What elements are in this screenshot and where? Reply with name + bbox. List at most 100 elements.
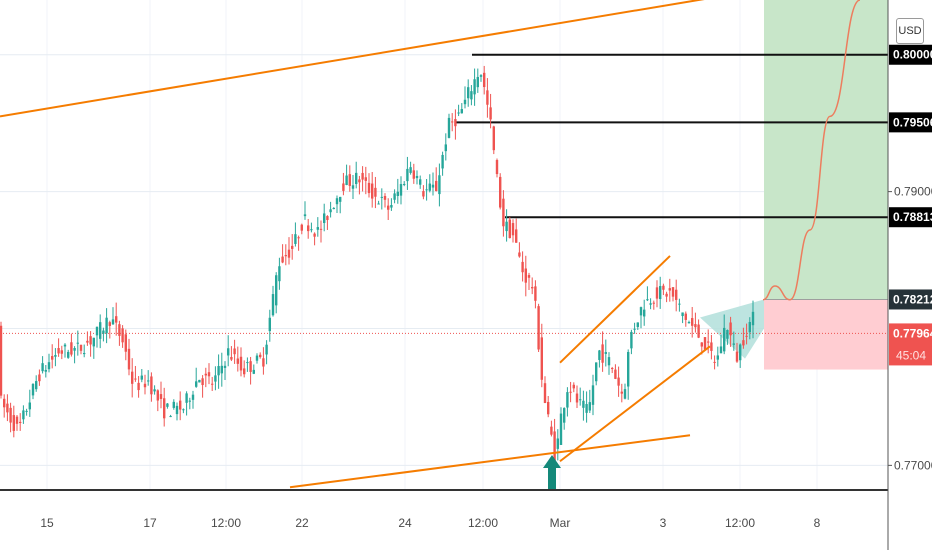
candle-body	[73, 348, 76, 351]
candle-body	[230, 356, 233, 360]
candle-body	[140, 375, 143, 380]
candle-body	[547, 401, 550, 415]
candle-body	[297, 237, 300, 239]
candle-body	[467, 87, 470, 99]
candle-body	[662, 285, 665, 290]
x-tick-label: 12:00	[468, 516, 498, 530]
price-tag	[889, 207, 932, 228]
candle-body	[355, 172, 358, 185]
candle-body	[156, 390, 159, 401]
currency-button[interactable]: USD	[896, 18, 924, 44]
candle-body	[742, 340, 745, 346]
candle-body	[6, 403, 9, 413]
candle-body	[428, 183, 431, 191]
candle-body	[118, 324, 121, 336]
candle-body	[668, 288, 671, 291]
candle-body	[313, 233, 316, 237]
candle-body	[236, 358, 239, 364]
candle-body	[655, 287, 659, 299]
candle-body	[307, 225, 310, 232]
candle-body	[54, 354, 57, 357]
candle-body	[383, 196, 387, 200]
candle-body	[166, 403, 169, 407]
candle-body	[115, 316, 118, 323]
candle-body	[438, 175, 441, 195]
candle-body	[422, 191, 425, 197]
candle-body	[188, 400, 191, 402]
candle-body	[703, 337, 707, 350]
candle-body	[169, 416, 172, 418]
candle-body	[582, 400, 585, 408]
candle-body	[179, 400, 182, 410]
candle-body	[294, 234, 297, 244]
up-arrow-icon	[543, 455, 561, 489]
candle-body	[182, 409, 185, 411]
candle-body	[252, 369, 255, 374]
rising-flag-upper-line	[559, 255, 671, 364]
candle-body	[211, 383, 214, 385]
x-tick-label: Mar	[550, 516, 571, 530]
candle-body	[153, 389, 156, 392]
candle-body	[76, 342, 79, 344]
candle-body	[511, 223, 515, 236]
candle-body	[67, 351, 70, 358]
candle-body	[143, 383, 147, 388]
candle-body	[175, 405, 179, 415]
candle-body	[239, 356, 243, 371]
candle-body	[246, 362, 249, 364]
candle-body	[367, 182, 371, 194]
candle-body	[617, 377, 620, 386]
candle-body	[665, 293, 668, 297]
candle-body	[671, 287, 675, 297]
candle-body	[531, 286, 534, 289]
candle-body	[479, 75, 483, 77]
candle-body	[127, 348, 131, 370]
candle-body	[543, 383, 547, 403]
candle-body	[271, 294, 275, 316]
candle-body	[508, 219, 511, 239]
candle-body	[319, 228, 323, 230]
candle-body	[399, 184, 403, 196]
lower-channel-line	[289, 434, 691, 489]
candle-body	[713, 361, 716, 363]
candle-body	[326, 216, 329, 221]
candle-body	[710, 342, 713, 351]
candle-body	[633, 328, 636, 330]
candle-body	[646, 299, 649, 301]
candlestick-series	[0, 65, 755, 474]
candle-body	[300, 224, 303, 231]
candle-body	[441, 154, 444, 169]
candle-body	[134, 378, 137, 380]
candle-body	[259, 354, 262, 358]
candle-body	[614, 369, 617, 379]
candle-body	[137, 382, 140, 391]
candle-body	[316, 227, 319, 230]
candle-body	[268, 317, 271, 332]
candle-body	[403, 183, 406, 185]
candle-body	[591, 385, 595, 405]
countdown-label: 45:04	[896, 348, 926, 362]
candle-body	[652, 302, 655, 304]
candle-body	[28, 402, 31, 410]
candle-body	[611, 368, 614, 370]
candle-body	[358, 179, 361, 183]
candle-body	[585, 404, 588, 413]
candle-body	[31, 383, 35, 396]
candle-body	[371, 183, 374, 199]
candle-body	[99, 322, 102, 339]
candle-body	[195, 381, 198, 387]
price-tag-value: 0.78212	[893, 292, 932, 306]
candle-body	[451, 121, 454, 123]
candle-body	[607, 357, 611, 366]
upper-channel-line	[0, 0, 705, 118]
candle-body	[659, 286, 662, 300]
stop-zone	[764, 299, 888, 370]
candle-body	[335, 198, 339, 205]
candle-body	[390, 205, 393, 208]
candle-body	[329, 209, 332, 213]
candle-body	[207, 372, 211, 377]
